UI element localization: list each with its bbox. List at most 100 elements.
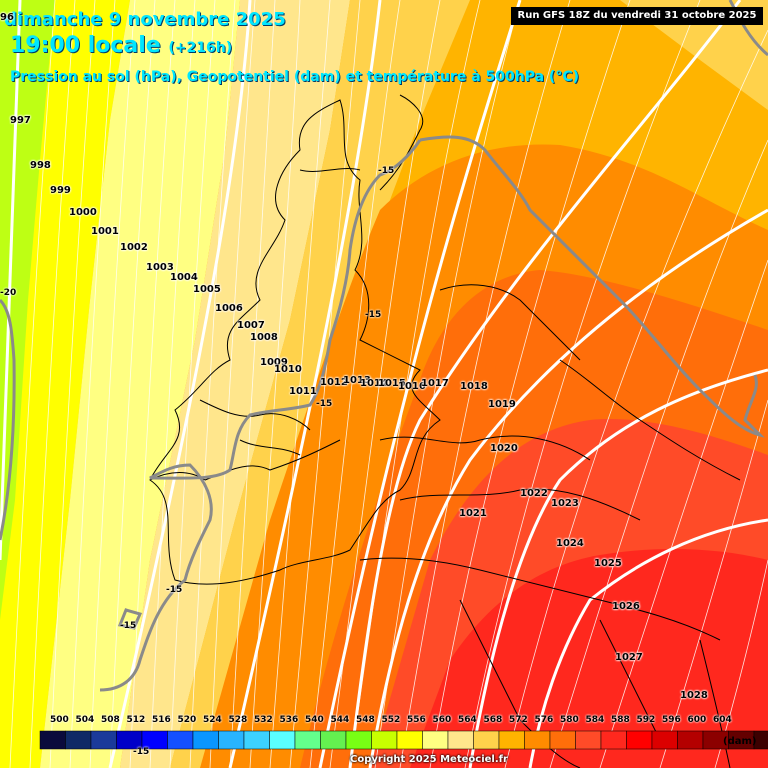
color-scale-value: 512 [126,715,146,725]
color-scale-swatch [269,730,296,750]
color-scale-swatch [90,730,117,750]
forecast-time: 19:00 locale (+216h) [10,33,232,58]
isobar-label: 1019 [488,399,516,410]
color-scale-value: 508 [101,715,120,725]
isobar-label: 1000 [69,207,97,218]
isobar-label: 1015 [378,378,406,389]
isobar-label: 1027 [615,652,643,663]
color-scale-swatch [626,730,653,750]
color-scale-swatch [371,730,398,750]
isobar-label: 1018 [460,381,488,392]
isobar-label: 1001 [91,226,119,237]
forecast-lead: (+216h) [168,40,233,56]
color-scale-unit: (dam) [723,736,757,747]
isobar-label: 1016 [398,381,426,392]
isotherm-label: -15 [316,399,333,409]
color-scale-value: 580 [560,715,579,725]
isobar-label: 1023 [551,498,579,509]
color-scale-value: 548 [356,715,375,725]
forecast-date: dimanche 9 novembre 2025 [4,9,286,30]
color-scale-swatch [294,730,321,750]
color-scale-swatch [422,730,449,750]
isobar-label: 1005 [193,284,221,295]
color-scale-value: 544 [330,715,350,725]
color-scale-swatch [218,730,245,750]
isotherm-label: -15 [120,621,137,631]
isotherm-label: -15 [166,585,183,595]
band-568-ne [620,0,768,110]
color-scale-swatch [447,730,474,750]
isobar-label: 1026 [612,601,640,612]
isobar-label: 1007 [237,320,265,331]
copyright: Copyright 2025 Meteociel.fr [350,754,508,765]
color-scale-value: 520 [177,715,197,725]
color-scale-swatch [396,730,423,750]
color-scale-swatch [600,730,627,750]
isobar-label: 1025 [594,558,622,569]
color-scale-swatch [677,730,704,750]
color-scale-value: 576 [534,715,554,725]
band-564 [120,0,350,768]
color-scale-swatch [65,730,92,750]
isobar-label: 997 [10,115,31,126]
isobar-label: 1011 [289,386,317,397]
color-scale-swatch [753,730,768,750]
color-scale-swatch [498,730,525,750]
color-scale-value: 600 [687,715,707,725]
isobar-label: 1010 [274,364,302,375]
isobar-label: 999 [50,185,71,196]
isobar-label: 1012 [320,377,348,388]
isobar-label: 1003 [146,262,174,273]
isobar-label: 1002 [120,242,148,253]
isobar-label: 1009 [260,357,288,368]
color-scale-swatch [345,730,372,750]
isobar-label: 1013 [343,375,371,386]
isobar-label: 1028 [680,690,708,701]
color-scale-value: 560 [432,715,452,725]
color-scale-value: 532 [254,715,273,725]
color-scale-value: 504 [75,715,95,725]
color-scale-swatch [524,730,551,750]
isobar-lines [9,0,768,768]
color-scale-value: 604 [713,715,732,725]
color-scale [39,730,768,750]
color-scale-value: 552 [381,715,401,725]
isotherm-label: -20 [0,288,17,298]
color-scale-swatch [473,730,500,750]
color-scale-value: 528 [228,715,248,725]
color-scale-swatch [651,730,678,750]
isobar-label: 998 [30,160,51,171]
band-588 [410,548,768,768]
forecast-time-text: 19:00 locale [10,33,161,58]
color-scale-value: 564 [458,715,477,725]
isobar-label: 96 [0,12,14,23]
color-scale-value: 540 [305,715,324,725]
isotherm-label: -15 [378,166,395,176]
isotherm-label: -15 [365,310,382,320]
color-scale-value: 536 [279,715,299,725]
color-scale-value: 556 [407,715,426,725]
color-scale-swatch [320,730,347,750]
color-scale-swatch [39,730,66,750]
color-scale-value: 572 [509,715,528,725]
run-info: Run GFS 18Z du vendredi 31 octobre 2025 [511,7,763,25]
isobar-label: 1022 [520,488,548,499]
color-scale-value: 500 [50,715,69,725]
color-scale-swatch [243,730,270,750]
isobar-label: 1021 [459,508,487,519]
color-scale-value: 516 [152,715,171,725]
color-scale-swatch [575,730,602,750]
isobar-label: 1020 [490,443,518,454]
color-scale-swatch [549,730,576,750]
isobar-label: 1024 [556,538,584,549]
isobar-label: 1008 [250,332,278,343]
color-scale-value: 568 [483,715,503,725]
color-scale-value: 588 [611,715,630,725]
color-scale-swatch [167,730,194,750]
color-scale-value: 524 [203,715,222,725]
isotherm-label: -15 [133,747,150,757]
isobar-label: 1017 [421,378,449,389]
